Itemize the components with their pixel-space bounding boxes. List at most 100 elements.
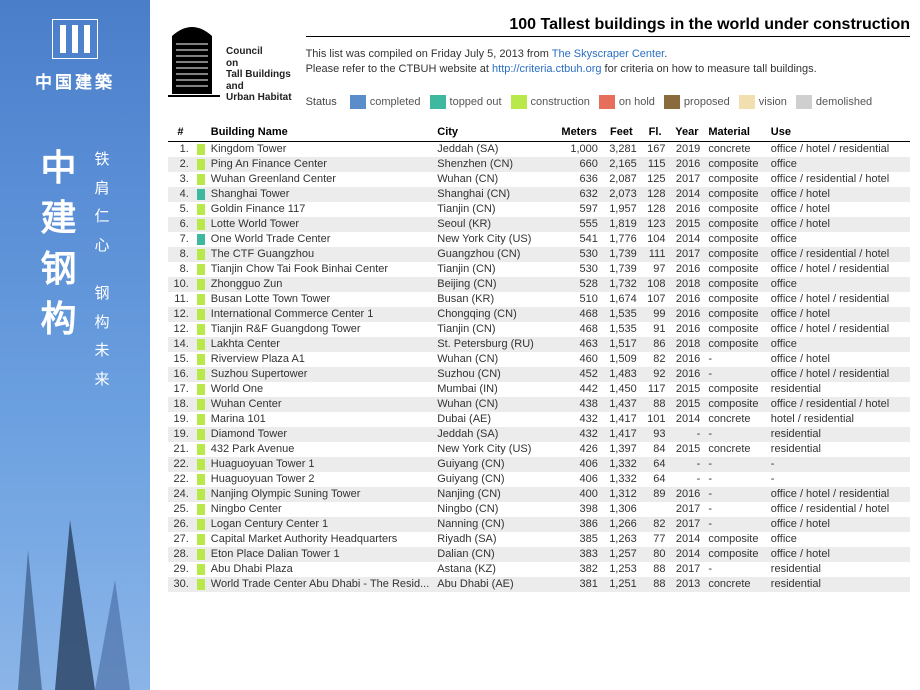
table-cell: concrete: [704, 141, 766, 157]
status-item: proposed: [664, 95, 730, 109]
row-status-swatch: [197, 399, 205, 410]
table-cell: 1,535: [602, 322, 641, 337]
table-cell: [193, 472, 207, 487]
table-cell: 468: [556, 322, 602, 337]
table-cell: [193, 547, 207, 562]
header-right: 100 Tallest buildings in the world under…: [306, 16, 910, 109]
table-cell: 2017: [669, 517, 704, 532]
table-cell: 2015: [669, 382, 704, 397]
table-row: 12.Tianjin R&F Guangdong TowerTianjin (C…: [168, 322, 910, 337]
table-cell: 442: [556, 382, 602, 397]
table-cell: composite: [704, 262, 766, 277]
table-cell: 2016: [669, 352, 704, 367]
intro-dot: .: [664, 48, 667, 60]
table-cell: [193, 352, 207, 367]
table-cell: 26.: [168, 517, 193, 532]
table-header-cell: [193, 123, 207, 142]
table-cell: office: [767, 337, 910, 352]
table-cell: hotel / residential: [767, 412, 910, 427]
table-cell: [193, 337, 207, 352]
table-cell: Chongqing (CN): [433, 307, 556, 322]
table-cell: -: [669, 427, 704, 442]
row-status-swatch: [197, 414, 205, 425]
table-cell: 84: [641, 442, 670, 457]
table-cell: Jeddah (SA): [433, 427, 556, 442]
intro-link-1[interactable]: The Skyscraper Center: [552, 48, 665, 60]
table-cell: 19.: [168, 412, 193, 427]
table-cell: Wuhan (CN): [433, 352, 556, 367]
table-header-cell: Building Name: [207, 123, 433, 142]
table-cell: Mumbai (IN): [433, 382, 556, 397]
table-cell: 29.: [168, 562, 193, 577]
table-cell: 3.: [168, 172, 193, 187]
table-row: 19.Diamond TowerJeddah (SA)4321,41793--r…: [168, 427, 910, 442]
table-cell: 1,535: [602, 307, 641, 322]
table-cell: Marina 101: [207, 412, 433, 427]
table-cell: Nanjing Olympic Suning Tower: [207, 487, 433, 502]
table-cell: 2016: [669, 307, 704, 322]
intro-link-2[interactable]: http://criteria.ctbuh.org: [492, 63, 601, 75]
table-row: 14.Lakhta CenterSt. Petersburg (RU)4631,…: [168, 337, 910, 352]
table-cell: 1,312: [602, 487, 641, 502]
table-cell: 1,509: [602, 352, 641, 367]
table-cell: 1,263: [602, 532, 641, 547]
table-cell: [193, 217, 207, 232]
table-cell: 64: [641, 472, 670, 487]
row-status-swatch: [197, 219, 205, 230]
table-cell: 1,000: [556, 141, 602, 157]
table-cell: 432 Park Avenue: [207, 442, 433, 457]
table-cell: residential: [767, 382, 910, 397]
row-status-swatch: [197, 459, 205, 470]
table-cell: office / hotel / residential: [767, 262, 910, 277]
table-cell: 1,437: [602, 397, 641, 412]
row-status-swatch: [197, 519, 205, 530]
table-cell: 660: [556, 157, 602, 172]
status-item: topped out: [430, 95, 502, 109]
status-item-label: topped out: [450, 96, 502, 108]
table-cell: Riverview Plaza A1: [207, 352, 433, 367]
table-cell: [193, 292, 207, 307]
table-head: #Building NameCityMetersFeetFl.YearMater…: [168, 123, 910, 142]
table-cell: [193, 457, 207, 472]
table-cell: 4.: [168, 187, 193, 202]
council-line: Council: [226, 46, 292, 58]
table-row: 28.Eton Place Dalian Tower 1Dalian (CN)3…: [168, 547, 910, 562]
table-cell: 1,517: [602, 337, 641, 352]
table-cell: [193, 157, 207, 172]
table-cell: Zhongguo Zun: [207, 277, 433, 292]
table-cell: office / hotel / residential: [767, 487, 910, 502]
table-cell: Riyadh (SA): [433, 532, 556, 547]
table-cell: 1,483: [602, 367, 641, 382]
table-cell: -: [704, 562, 766, 577]
table-row: 8.Tianjin Chow Tai Fook Binhai CenterTia…: [168, 262, 910, 277]
sidebar-slogan-char: 构: [95, 312, 110, 335]
table-cell: -: [669, 472, 704, 487]
sidebar: 中国建築 中建钢构 铁肩仁心钢构未来: [0, 0, 150, 690]
table-cell: 24.: [168, 487, 193, 502]
table-cell: 1,957: [602, 202, 641, 217]
sidebar-slogan-char: 来: [95, 369, 110, 392]
table-header-cell: Material: [704, 123, 766, 142]
table-cell: Goldin Finance 117: [207, 202, 433, 217]
status-item-label: construction: [531, 96, 590, 108]
table-row: 19.Marina 101Dubai (AE)4321,4171012014co…: [168, 412, 910, 427]
sidebar-vertical-text: 中建钢构 铁肩仁心钢构未来: [40, 143, 109, 391]
table-cell: residential: [767, 562, 910, 577]
table-cell: 2016: [669, 202, 704, 217]
table-row: 3.Wuhan Greenland CenterWuhan (CN)6362,0…: [168, 172, 910, 187]
header-row: CouncilonTall BuildingsandUrban Habitat …: [168, 16, 910, 109]
table-cell: [193, 322, 207, 337]
table-row: 30.World Trade Center Abu Dhabi - The Re…: [168, 577, 910, 592]
table-cell: 123: [641, 217, 670, 232]
table-cell: [193, 577, 207, 592]
table-cell: 125: [641, 172, 670, 187]
status-item-label: demolished: [816, 96, 872, 108]
table-cell: Shanghai (CN): [433, 187, 556, 202]
status-item: completed: [350, 95, 421, 109]
row-status-swatch: [197, 144, 205, 155]
table-cell: 1.: [168, 141, 193, 157]
row-status-swatch: [197, 264, 205, 275]
row-status-swatch: [197, 534, 205, 545]
table-cell: 88: [641, 577, 670, 592]
table-cell: 88: [641, 562, 670, 577]
